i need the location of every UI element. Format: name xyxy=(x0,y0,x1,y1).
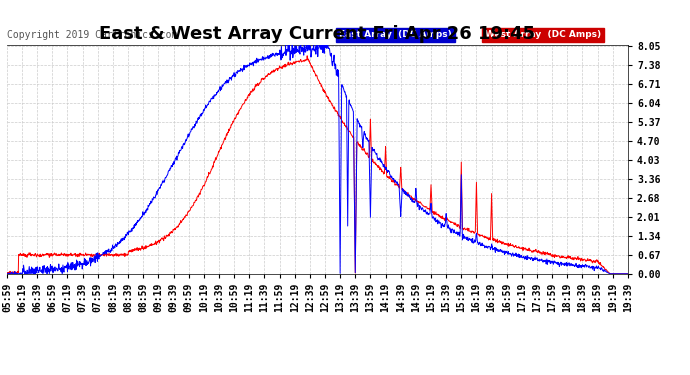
Text: Copyright 2019 Cartronics.com: Copyright 2019 Cartronics.com xyxy=(7,30,177,40)
Title: East & West Array Current Fri Apr 26 19:45: East & West Array Current Fri Apr 26 19:… xyxy=(99,26,535,44)
Text: West Array  (DC Amps): West Array (DC Amps) xyxy=(485,30,601,39)
Text: East Array  (DC Amps): East Array (DC Amps) xyxy=(339,30,452,39)
